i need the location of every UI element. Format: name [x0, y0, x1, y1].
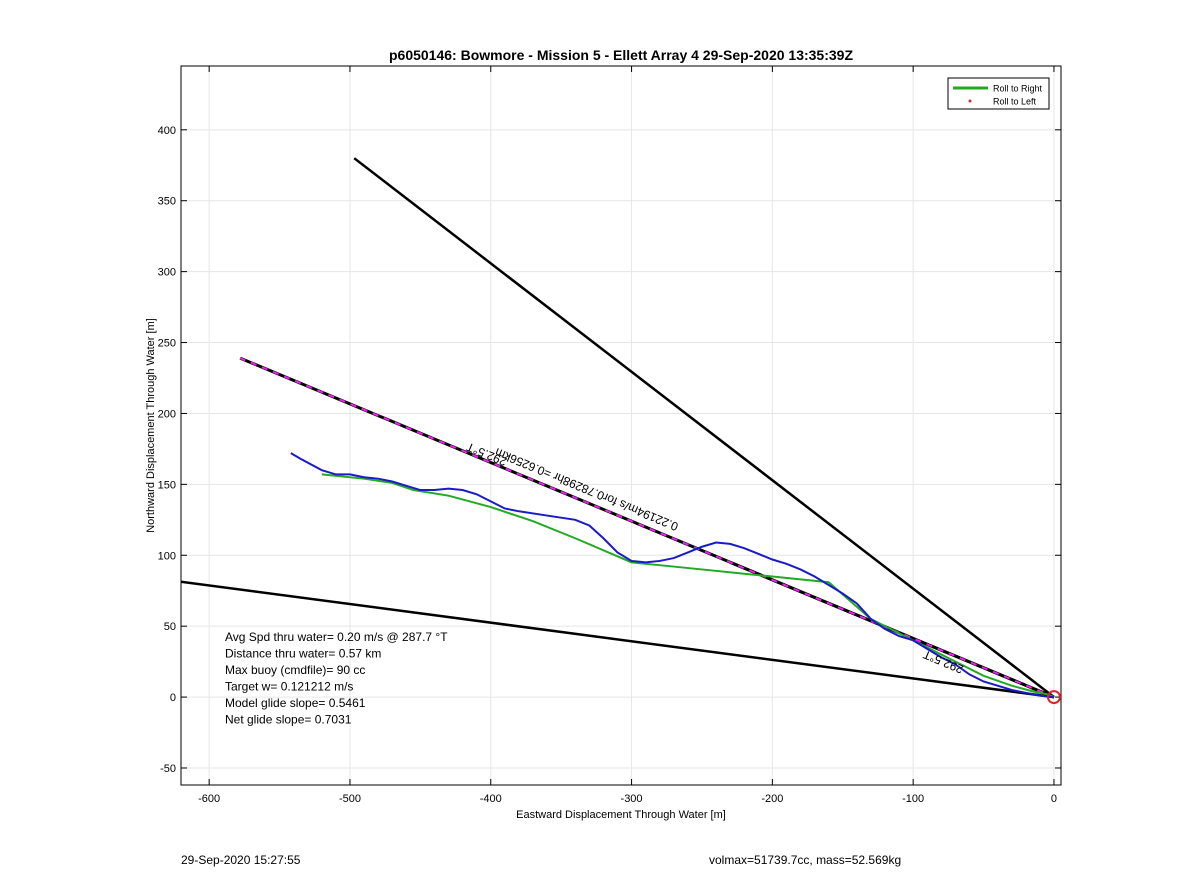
- y-tick-label: 250: [158, 338, 176, 350]
- y-tick-label: 50: [164, 621, 176, 633]
- stats-line: Max buoy (cmdfile)= 90 cc: [225, 663, 365, 677]
- series-track: [290, 452, 1055, 699]
- chart-title: p6050146: Bowmore - Mission 5 - Ellett A…: [389, 47, 853, 63]
- stats-line: Distance thru water= 0.57 km: [225, 647, 381, 661]
- y-tick-label: 0: [170, 692, 176, 704]
- stats-line: Net glide slope= 0.7031: [225, 713, 352, 727]
- reference-line: [181, 580, 1055, 699]
- footer-mass-info: volmax=51739.7cc, mass=52.569kg: [709, 853, 902, 867]
- x-tick-label: -300: [621, 793, 643, 805]
- grid: [181, 66, 1061, 785]
- plot-frame: [180, 65, 1062, 786]
- legend-label: Roll to Left: [993, 97, 1037, 107]
- legend: Roll to Right Roll to Left: [947, 77, 1050, 110]
- x-tick-label: -200: [761, 793, 783, 805]
- y-tick-label: 400: [158, 125, 176, 137]
- series-roll-right: [321, 473, 1055, 699]
- y-axis-label: Northward Displacement Through Water [m]: [145, 318, 157, 533]
- legend-box: [947, 77, 1050, 110]
- footer-timestamp: 29-Sep-2020 15:27:55: [181, 853, 301, 867]
- y-tick-label: 200: [158, 408, 176, 420]
- end-marker: [1046, 690, 1061, 705]
- y-tick-label: -50: [160, 763, 176, 775]
- x-tick-label: -600: [198, 793, 220, 805]
- stats-line: Target w= 0.121212 m/s: [225, 680, 353, 694]
- current-speed-label: 0.22194m/s for0.78298hr =0.6256km: [493, 445, 680, 534]
- y-tick-label: 100: [158, 550, 176, 562]
- stats-line: Model glide slope= 0.5461: [225, 696, 366, 710]
- y-tick-label: 350: [158, 196, 176, 208]
- stats-annotations: Avg Spd thru water= 0.20 m/s @ 287.7 °T D…: [225, 630, 448, 727]
- x-tick-label: 0: [1051, 793, 1057, 805]
- stats-line: Avg Spd thru water= 0.20 m/s @ 287.7 °T: [225, 630, 448, 644]
- x-axis-label: Eastward Displacement Through Water [m]: [516, 809, 726, 821]
- data-layer: [181, 157, 1055, 699]
- x-tick-label: -400: [480, 793, 502, 805]
- legend-swatch: [968, 99, 972, 103]
- current-line-dash: [729, 561, 1055, 698]
- axis-ticks: -600 -500 -400 -300 -200 -100 0-50050100150200…: [158, 66, 1061, 805]
- x-tick-label: -100: [902, 793, 924, 805]
- y-tick-label: 300: [158, 267, 176, 279]
- reference-line: [353, 157, 1055, 699]
- legend-label: Roll to Right: [993, 84, 1043, 94]
- x-tick-label: -500: [339, 793, 361, 805]
- y-tick-label: 150: [158, 479, 176, 491]
